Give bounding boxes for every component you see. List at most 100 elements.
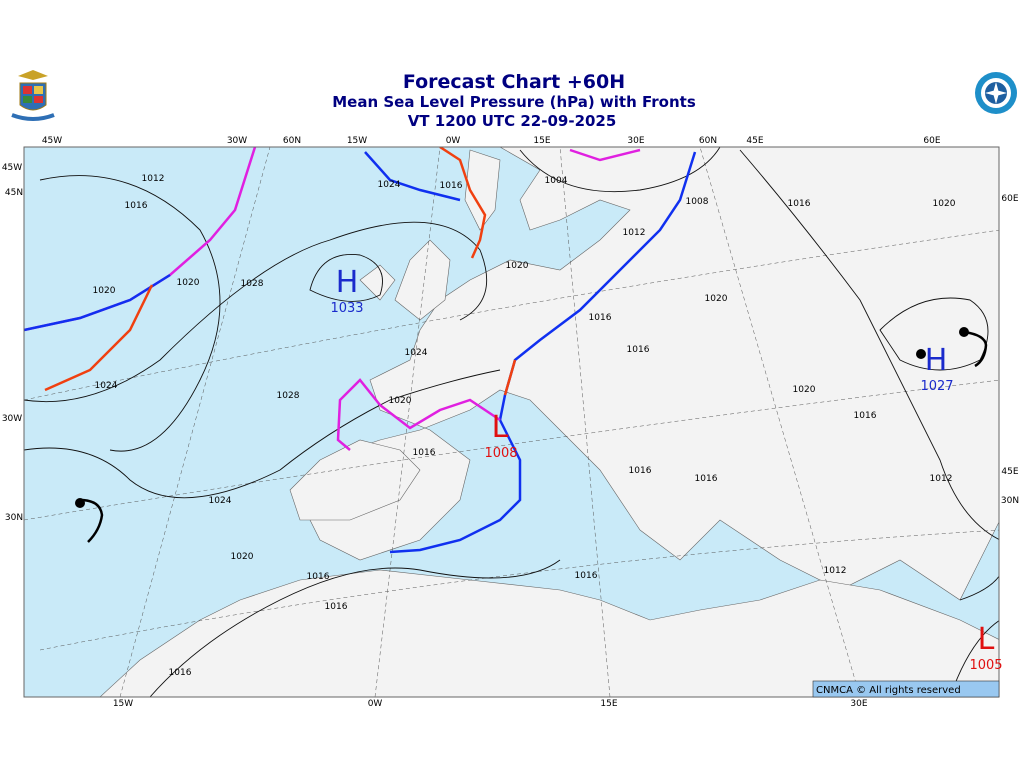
- land: [289, 439, 421, 521]
- isobar-label: 1016: [125, 201, 148, 211]
- edge-label: 60E: [923, 136, 940, 146]
- edge-label: 15W: [347, 136, 367, 146]
- low-value: 1008: [484, 446, 517, 461]
- isobar-label: 1016: [629, 466, 652, 476]
- triple-point: [959, 327, 969, 337]
- isobar-label: 1024: [209, 496, 232, 506]
- land: [394, 239, 451, 321]
- edge-label: 45E: [1001, 467, 1018, 477]
- edge-label: 60E: [1001, 194, 1018, 204]
- map-frame: [23, 146, 1000, 698]
- edge-label: 30W: [227, 136, 247, 146]
- edge-label: 30N: [1001, 496, 1019, 506]
- subtitle: Mean Sea Level Pressure (hPa) with Front…: [332, 93, 696, 111]
- right-logo: [975, 72, 1017, 114]
- isobar-label: 1028: [241, 279, 264, 289]
- isobar-label: 1012: [142, 174, 165, 184]
- warm-front: [503, 359, 517, 396]
- isobar-label: 1020: [177, 278, 200, 288]
- edge-label: 30N: [5, 513, 23, 523]
- isobar: [309, 253, 383, 302]
- edge-label: 30W: [2, 414, 22, 424]
- high-value: 1033: [330, 301, 363, 316]
- isobar-label: 1016: [169, 668, 192, 678]
- isobar: [149, 559, 561, 697]
- isobar: [24, 221, 488, 403]
- isobar-label: 1020: [705, 294, 728, 304]
- land: [99, 569, 999, 697]
- high-symbol: H: [336, 265, 359, 300]
- isobar-label: 1020: [389, 396, 412, 406]
- cold-front: [364, 151, 461, 202]
- edge-label: 30E: [627, 136, 644, 146]
- graticule: [24, 147, 999, 697]
- triple-point: [75, 498, 85, 508]
- edge-label: 45W: [2, 163, 22, 173]
- land: [464, 149, 501, 231]
- isobar-label: 1024: [378, 180, 401, 190]
- trough: [963, 330, 988, 368]
- isobar: [739, 149, 999, 540]
- occluded-front: [336, 378, 501, 451]
- isobar-label: 1020: [933, 199, 956, 209]
- land: [299, 147, 999, 601]
- isobar-label: 1016: [440, 181, 463, 191]
- land: [359, 264, 396, 301]
- edge-label: 0W: [446, 136, 461, 146]
- isobar-label: 1016: [695, 474, 718, 484]
- triple-point: [916, 349, 926, 359]
- valid-time: VT 1200 UTC 22-09-2025: [408, 112, 617, 130]
- high-symbol: H: [925, 343, 948, 378]
- low-symbol: L: [492, 410, 509, 445]
- isobar-label: 1016: [854, 411, 877, 421]
- isobar-label: 1020: [793, 385, 816, 395]
- isobar-label: 1020: [231, 552, 254, 562]
- isobar: [24, 369, 501, 499]
- edge-label: 15W: [113, 699, 133, 709]
- isobar-label: 1020: [506, 261, 529, 271]
- isobar-label: 1012: [930, 474, 953, 484]
- isobar-label: 1016: [589, 313, 612, 323]
- low-value: 1005: [969, 658, 1002, 673]
- trough: [79, 498, 104, 543]
- isobar-label: 1016: [575, 571, 598, 581]
- isobar-label: 1024: [405, 348, 428, 358]
- credit: CNMCA © All rights reserved: [816, 685, 961, 696]
- edge-label: 60N: [283, 136, 301, 146]
- isobar-labels: 1012 1016 1020 1020 1028 1024 1028 1024 1020 1016…: [93, 174, 956, 678]
- left-logo: [11, 70, 55, 121]
- isobar-label: 1016: [307, 572, 330, 582]
- isobar: [519, 147, 721, 193]
- isobar-label: 1020: [93, 286, 116, 296]
- edge-label: 30E: [850, 699, 867, 709]
- credit-box: [812, 680, 1000, 698]
- edge-label: 60N: [699, 136, 717, 146]
- isobar-label: 1028: [277, 391, 300, 401]
- isobar-label: 1016: [788, 199, 811, 209]
- edge-label: 45W: [42, 136, 62, 146]
- high-value: 1027: [920, 379, 953, 394]
- isobar-label: 1008: [686, 197, 709, 207]
- edge-label: 15E: [600, 699, 617, 709]
- warm-front: [44, 284, 154, 392]
- isobar-label: 1004: [545, 176, 568, 186]
- low-symbol: L: [978, 622, 995, 657]
- edge-label: 45N: [5, 188, 23, 198]
- isobar-label: 1024: [95, 381, 118, 391]
- warm-front: [439, 147, 487, 259]
- isobar-label: 1016: [413, 448, 436, 458]
- occluded-front: [569, 148, 641, 162]
- title: Forecast Chart +60H: [403, 71, 625, 93]
- isobar: [39, 175, 221, 452]
- edge-label: 15E: [533, 136, 550, 146]
- isobar-label: 1016: [325, 602, 348, 612]
- cold-front: [389, 419, 522, 554]
- isobar-label: 1012: [623, 228, 646, 238]
- edge-label: 45E: [746, 136, 763, 146]
- map: 45W 30W 60N 15W 0W 15E 30E 60N 45E 60E 4…: [2, 136, 1019, 709]
- isobar-label: 1012: [824, 566, 847, 576]
- edge-label: 0W: [368, 699, 383, 709]
- isobar: [879, 297, 989, 371]
- isobar-label: 1016: [627, 345, 650, 355]
